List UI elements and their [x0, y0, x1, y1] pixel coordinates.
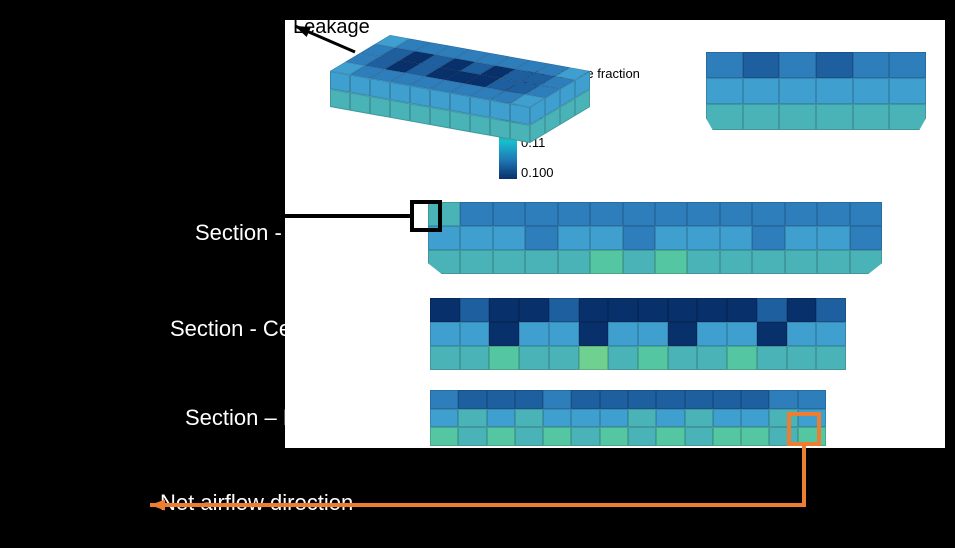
- annotation-arrows: [0, 0, 955, 548]
